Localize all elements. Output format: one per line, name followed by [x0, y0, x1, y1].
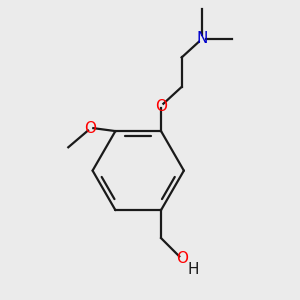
Text: O: O: [84, 121, 96, 136]
Text: N: N: [196, 32, 208, 46]
Text: H: H: [188, 262, 199, 277]
Text: O: O: [176, 251, 188, 266]
Text: O: O: [155, 99, 167, 114]
